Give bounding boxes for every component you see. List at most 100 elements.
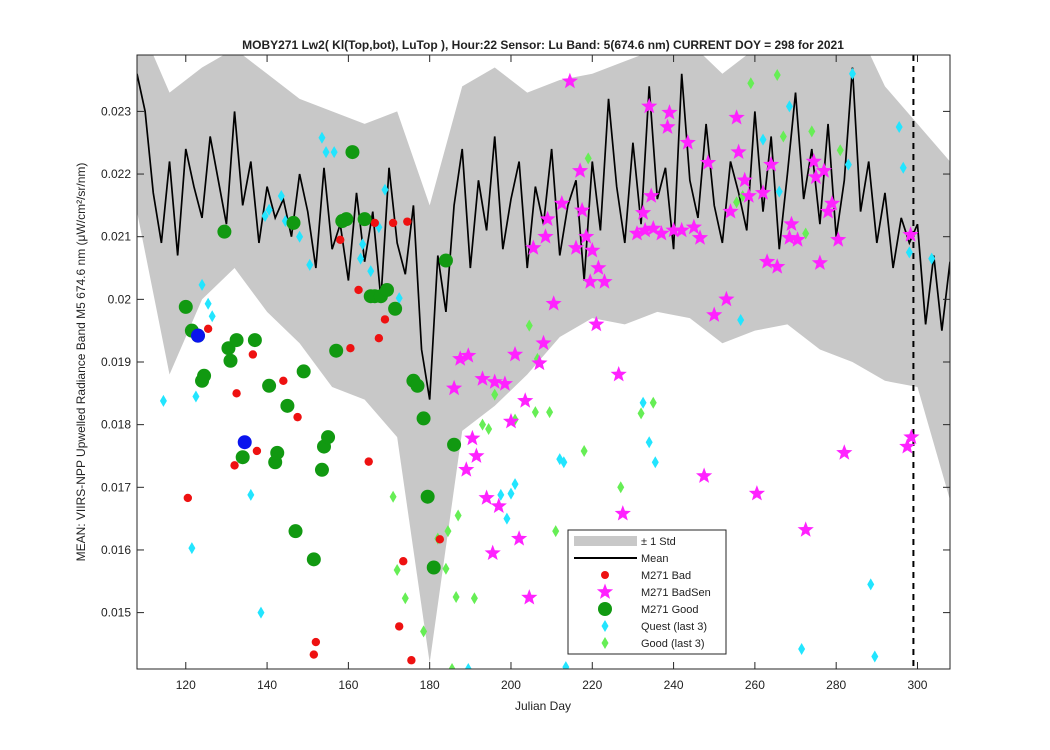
m271-badsen-marker xyxy=(700,154,717,170)
quest-last3-marker xyxy=(261,210,269,223)
m271-bad-marker xyxy=(354,285,363,295)
good-last3-marker xyxy=(531,406,539,419)
m271-badsen-marker xyxy=(531,354,548,371)
m271-badsen-marker xyxy=(545,295,562,311)
good-last3-marker xyxy=(739,189,747,202)
quest-last3-marker xyxy=(359,238,367,251)
legend-label-std: ± 1 Std xyxy=(641,536,676,548)
m271-badsen-marker xyxy=(815,162,833,178)
m271-bad-marker xyxy=(364,457,373,466)
m271-bad-marker xyxy=(394,622,404,631)
m271-badsen-marker xyxy=(458,461,475,477)
m271-good-marker xyxy=(420,489,435,504)
m271-badsen-marker xyxy=(728,109,745,125)
m271-badsen-marker xyxy=(637,221,654,238)
quest-last3-marker xyxy=(306,258,314,271)
m271-badsen-marker xyxy=(811,254,828,270)
quest-last3-marker xyxy=(192,390,200,403)
m271-badsen-marker xyxy=(582,273,599,289)
m271-good-blue-marker xyxy=(190,328,205,343)
legend-label-good: M271 Good xyxy=(641,604,698,616)
good-last3-marker xyxy=(448,663,456,669)
quest-last3-marker xyxy=(651,456,659,469)
m271-badsen-marker xyxy=(535,334,552,351)
good-last3-marker xyxy=(546,406,554,419)
good-last3-marker xyxy=(452,590,460,603)
y-tick-label: 0.023 xyxy=(101,104,131,118)
quest-last3-marker xyxy=(497,488,505,501)
good-last3-marker xyxy=(552,525,560,538)
m271-badsen-marker xyxy=(722,203,739,219)
legend: ± 1 Std Mean M271 Bad M271 BadSen M271 G… xyxy=(567,529,727,655)
m271-badsen-marker xyxy=(836,444,853,460)
good-last3-marker xyxy=(491,388,499,401)
m271-badsen-marker xyxy=(590,259,607,275)
m271-good-marker xyxy=(217,224,232,239)
m271-badsen-marker xyxy=(464,429,481,446)
m271-good-marker xyxy=(321,430,336,445)
quest-last3-marker xyxy=(188,542,196,555)
legend-swatch-std xyxy=(574,536,637,546)
x-tick-label: 180 xyxy=(420,678,440,692)
quest-last3-marker xyxy=(560,456,568,469)
m271-badsen-marker xyxy=(502,413,520,429)
good-last3-marker xyxy=(470,592,478,605)
m271-good-marker xyxy=(288,524,303,539)
m271-bad-marker xyxy=(252,446,262,456)
legend-swatch-quest xyxy=(601,620,609,632)
m271-good-marker xyxy=(270,445,285,460)
m271-bad-marker xyxy=(380,315,390,324)
quest-last3-marker xyxy=(899,161,907,174)
quest-last3-marker xyxy=(247,488,255,501)
m271-bad-marker xyxy=(248,350,258,359)
m271-bad-marker xyxy=(407,656,416,665)
m271-badsen-marker xyxy=(521,589,538,605)
m271-badsen-marker xyxy=(789,231,806,247)
y-tick-label: 0.022 xyxy=(101,167,131,181)
m271-good-marker xyxy=(262,378,277,393)
m271-badsen-marker xyxy=(539,210,556,226)
m271-badsen-marker xyxy=(610,366,627,382)
m271-badsen-marker xyxy=(578,228,595,244)
m271-badsen-marker xyxy=(567,239,585,255)
good-last3-marker xyxy=(802,227,810,240)
quest-last3-marker xyxy=(511,478,519,491)
good-last3-marker xyxy=(485,423,493,436)
quest-last3-marker xyxy=(871,650,879,663)
good-last3-marker xyxy=(580,444,588,457)
m271-bad-marker xyxy=(232,389,241,398)
quest-last3-marker xyxy=(928,252,936,265)
m271-badsen-marker xyxy=(511,530,528,546)
m271-badsen-marker xyxy=(474,370,491,386)
quest-last3-marker xyxy=(905,246,913,259)
m271-good-marker xyxy=(306,552,321,567)
quest-last3-marker xyxy=(798,642,806,655)
m271-badsen-marker xyxy=(679,134,696,150)
m271-bad-marker xyxy=(293,412,302,422)
m271-bad-marker xyxy=(309,650,319,659)
m271-good-marker xyxy=(357,212,372,227)
m271-good-marker xyxy=(410,378,425,393)
legend-swatch-bad xyxy=(601,571,609,579)
m271-badsen-marker xyxy=(665,221,682,238)
x-tick-label: 200 xyxy=(501,678,521,692)
m271-good-marker xyxy=(235,450,250,465)
m271-good-marker xyxy=(247,333,262,348)
quest-last3-marker xyxy=(318,131,326,144)
x-tick-label: 160 xyxy=(338,678,358,692)
quest-last3-marker xyxy=(159,394,167,407)
m271-badsen-marker xyxy=(496,375,513,391)
quest-last3-marker xyxy=(296,230,304,243)
y-tick-label: 0.016 xyxy=(101,543,131,557)
good-last3-marker xyxy=(454,509,462,522)
quest-last3-marker xyxy=(204,297,212,310)
m271-badsen-marker xyxy=(736,171,753,188)
m271-badsen-marker xyxy=(748,485,765,501)
plot-layer xyxy=(137,55,950,669)
m271-badsen-marker xyxy=(628,225,646,241)
y-tick-label: 0.02 xyxy=(108,292,132,306)
quest-last3-marker xyxy=(322,146,330,159)
m271-badsen-marker xyxy=(446,379,463,396)
quest-last3-marker xyxy=(785,100,793,113)
quest-last3-marker xyxy=(503,512,511,525)
